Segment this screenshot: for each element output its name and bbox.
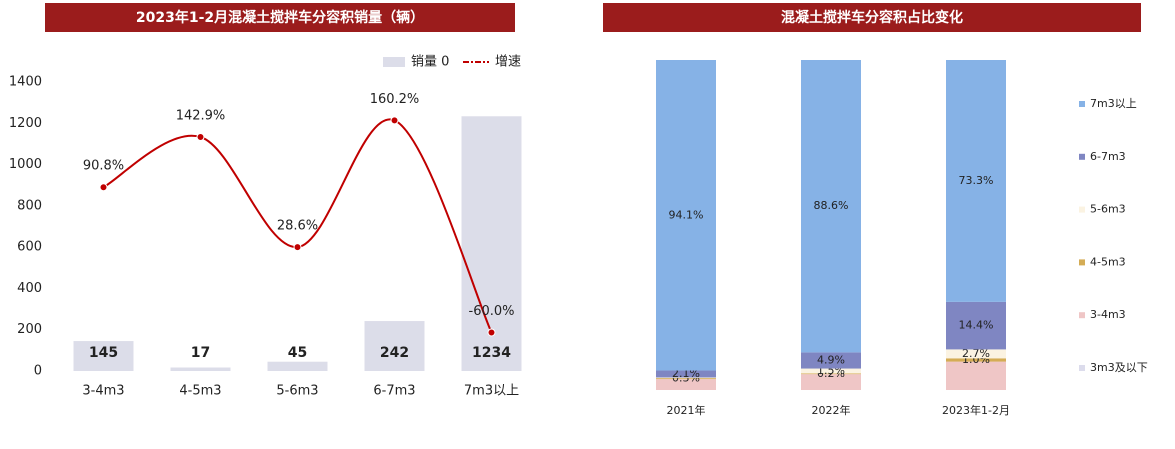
chart-title: 2023年1-2月混凝土搅拌车分容积销量（辆） <box>136 9 424 26</box>
segment <box>946 60 1006 302</box>
y-tick-label: 600 <box>17 240 42 255</box>
y-tick-label: 400 <box>17 281 42 296</box>
segment <box>801 373 861 375</box>
legend-swatch <box>1079 101 1085 107</box>
y-tick-label: 0 <box>34 364 42 379</box>
segment <box>946 301 1006 350</box>
legend-swatch <box>1079 206 1085 213</box>
segment <box>946 361 1006 390</box>
x-tick-label: 6-7m3 <box>373 384 415 399</box>
bar <box>364 321 425 371</box>
chart-title: 混凝土搅拌车分容积占比变化 <box>781 9 963 26</box>
growth-label: 90.8% <box>83 159 124 174</box>
bar <box>267 361 328 371</box>
y-tick-label: 1200 <box>9 116 42 131</box>
legend-label: 3m3及以下 <box>1090 361 1148 374</box>
legend-label: 3-4m3 <box>1090 308 1126 321</box>
bar-label: 1234 <box>472 345 511 361</box>
legend-label: 7m3以上 <box>1090 97 1137 110</box>
x-tick-label: 2022年 <box>812 403 851 417</box>
growth-line <box>103 118 493 333</box>
growth-point <box>487 328 496 337</box>
title-bar <box>45 3 515 32</box>
segment-label: 88.6% <box>814 199 849 212</box>
bar <box>170 367 231 371</box>
legend-label: 增速 <box>495 55 521 70</box>
legend-swatch <box>1079 259 1085 266</box>
bar-label: 17 <box>191 345 210 361</box>
x-tick-label: 2023年1-2月 <box>942 403 1010 417</box>
legend-label: 4-5m3 <box>1090 255 1126 268</box>
legend-label: 销量 0 <box>411 55 449 70</box>
growth-point <box>293 243 302 252</box>
y-tick-label: 200 <box>17 322 42 337</box>
bar-label: 45 <box>288 345 307 361</box>
legend-swatch <box>383 57 405 67</box>
title-bar <box>603 3 1141 32</box>
segment <box>656 60 716 371</box>
segment <box>656 370 716 378</box>
growth-point <box>390 116 399 125</box>
legend-swatch <box>1079 365 1085 371</box>
y-tick-label: 1000 <box>9 157 42 172</box>
segment <box>946 358 1006 362</box>
segment <box>801 352 861 369</box>
x-tick-label: 3-4m3 <box>82 384 124 399</box>
bar-label: 242 <box>380 345 409 361</box>
bar <box>73 341 134 371</box>
x-tick-label: 5-6m3 <box>276 384 318 399</box>
x-tick-label: 4-5m3 <box>179 384 221 399</box>
legend-swatch <box>1079 153 1085 160</box>
growth-label: 28.6% <box>277 219 318 234</box>
segment <box>946 349 1006 359</box>
segment <box>656 378 716 380</box>
bar-label: 145 <box>89 345 118 361</box>
x-tick-label: 7m3以上 <box>464 384 519 399</box>
growth-label: 160.2% <box>370 92 420 107</box>
growth-label: 142.9% <box>176 109 226 124</box>
segment-label: 94.1% <box>669 208 704 221</box>
legend-swatch <box>1079 312 1085 319</box>
growth-point <box>99 183 108 192</box>
segment <box>656 379 716 390</box>
segment <box>801 374 861 390</box>
growth-label: -60.0% <box>469 304 515 319</box>
x-tick-label: 2021年 <box>667 403 706 417</box>
legend-label: 5-6m3 <box>1090 203 1126 216</box>
segment-label: 4.9% <box>817 353 845 366</box>
segment <box>801 368 861 374</box>
segment-label: 14.4% <box>959 319 994 332</box>
segment-label: 73.3% <box>959 174 994 187</box>
y-tick-label: 800 <box>17 198 42 213</box>
segment <box>656 377 716 379</box>
segment-label: 2.7% <box>962 347 990 360</box>
growth-point <box>196 133 205 142</box>
y-tick-label: 1400 <box>9 75 42 90</box>
segment <box>801 60 861 353</box>
legend-label: 6-7m3 <box>1090 150 1126 163</box>
